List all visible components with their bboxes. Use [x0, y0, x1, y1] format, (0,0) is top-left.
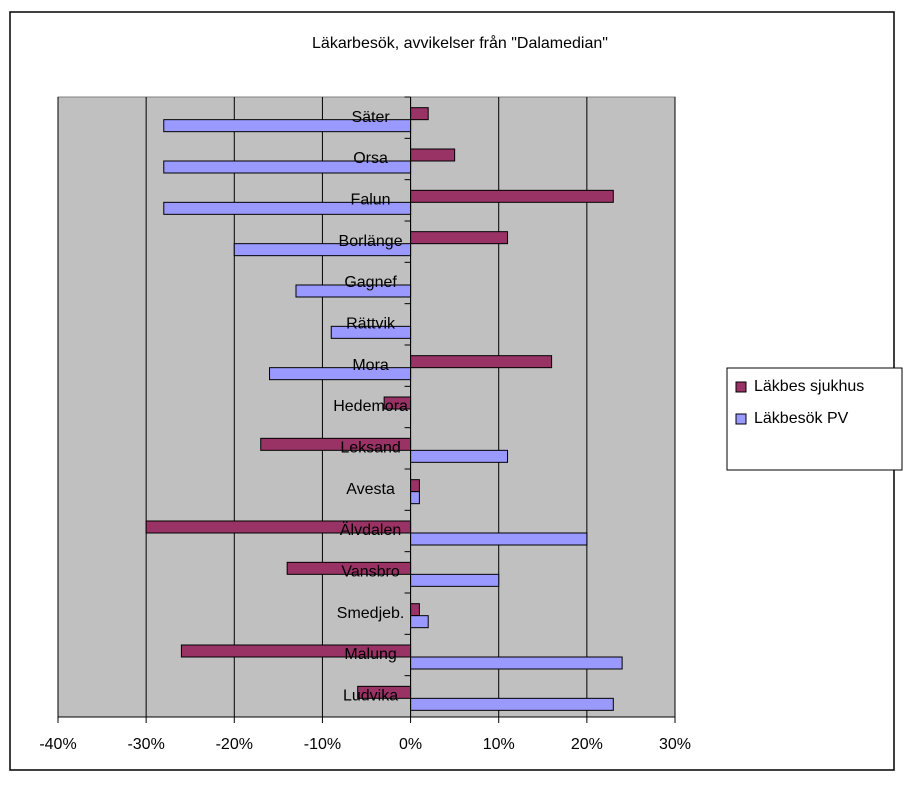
bar [410, 231, 509, 245]
bar [410, 449, 509, 463]
bar [410, 603, 420, 617]
legend-swatch [735, 413, 747, 425]
bar [410, 355, 553, 369]
y-tick-label: Borlänge [339, 233, 403, 250]
x-tick-label: -30% [127, 736, 164, 753]
bar [410, 479, 420, 493]
bar [410, 656, 623, 670]
x-tick-label: -40% [39, 736, 76, 753]
bar [410, 148, 456, 162]
bar [410, 615, 429, 629]
bar [410, 491, 420, 505]
chart-title: Läkarbesök, avvikelser från "Dalamedian" [312, 34, 608, 52]
y-tick-label: Rättvik [346, 316, 396, 333]
legend-box [726, 367, 903, 471]
y-tick-label: Säter [351, 109, 390, 126]
legend-label: Läkbesök PV [754, 410, 849, 427]
y-tick-label: Älvdalen [340, 521, 401, 539]
legend-swatch [735, 381, 747, 393]
y-tick-label: Leksand [340, 440, 401, 457]
y-tick-label: Orsa [353, 150, 388, 167]
x-tick-label: 10% [483, 736, 515, 753]
x-tick-label: 30% [659, 736, 691, 753]
bar [269, 367, 412, 381]
y-tick-label: Vansbro [341, 564, 400, 581]
bar [410, 107, 429, 121]
legend-label: Läkbes sjukhus [754, 378, 864, 395]
y-tick-label: Malung [344, 646, 396, 663]
y-tick-label: Gagnef [344, 274, 397, 291]
y-tick-label: Smedjeb. [337, 605, 405, 622]
bar [410, 532, 588, 546]
bar [410, 573, 500, 587]
bar [410, 697, 614, 711]
x-tick-label: -10% [304, 736, 341, 753]
x-tick-label: 0% [399, 736, 422, 753]
y-tick-label: Mora [352, 357, 389, 374]
x-tick-label: 20% [571, 736, 603, 753]
y-tick-label: Ludvika [343, 688, 398, 705]
y-tick-label: Avesta [346, 481, 395, 498]
x-tick-label: -20% [216, 736, 253, 753]
bar [410, 189, 614, 203]
y-tick-label: Hedemora [333, 398, 408, 415]
y-tick-label: Falun [351, 192, 391, 209]
